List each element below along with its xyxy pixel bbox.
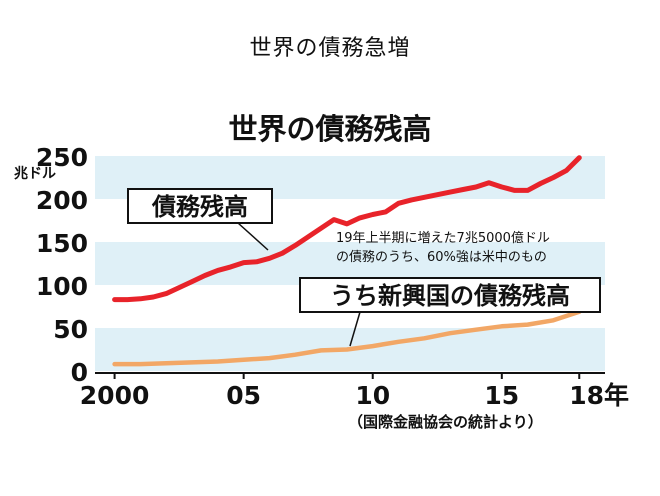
y-axis-unit: 兆ドル: [14, 166, 56, 182]
series-label-leader-1: [349, 311, 361, 347]
annotation-line-2: の債務のうち、60%強は米中のもの: [336, 250, 547, 265]
y-tick-150: 150: [36, 229, 88, 258]
x-tick-1: 05: [226, 381, 261, 410]
y-tick-50: 50: [53, 315, 88, 344]
x-tick-2: 10: [355, 381, 390, 410]
series-label-0: 債務残高: [151, 193, 248, 221]
y-tick-250: 250: [36, 143, 88, 172]
series-line-0: [112, 155, 582, 303]
x-tick-4: 18年: [569, 381, 629, 410]
series-label-leader-0: [237, 222, 269, 251]
series-label-box-0: [127, 188, 273, 224]
x-tick-3: 15: [484, 381, 519, 410]
series-label-box-1: [299, 277, 601, 313]
x-tick-0: 2000: [80, 381, 150, 410]
y-tick-0: 0: [71, 358, 88, 387]
source-note: （国際金融協会の統計より）: [348, 413, 543, 431]
y-tick-labels: 0 50 100 150 200 250: [36, 143, 88, 387]
series-line-1: [112, 309, 582, 367]
y-tick-100: 100: [36, 272, 88, 301]
series-lines: [112, 155, 582, 367]
chart-title: 世界の債務残高: [228, 112, 431, 146]
slide-title: 世界の債務急増: [249, 36, 411, 61]
y-tick-200: 200: [36, 186, 88, 215]
series-label-1: うち新興国の債務残高: [330, 282, 570, 310]
x-tick-labels: 2000 05 10 15 18年: [80, 372, 629, 410]
annotation-line-1: 19年上半期に増えた7兆5000億ドル: [336, 230, 550, 246]
